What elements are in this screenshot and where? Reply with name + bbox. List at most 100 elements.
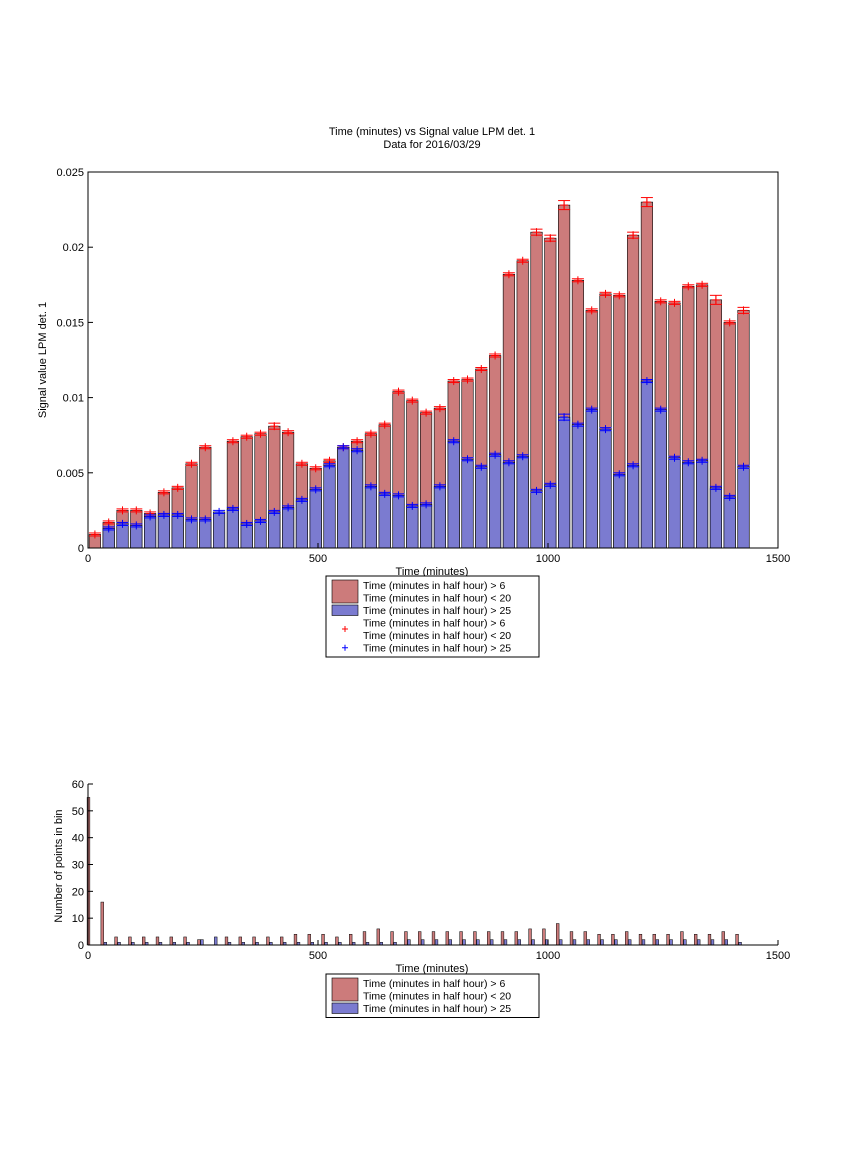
blue-bar xyxy=(571,424,584,549)
legend-label: Time (minutes in half hour) < 20 xyxy=(363,991,511,1003)
red-count-bar xyxy=(321,934,325,946)
red-count-bar xyxy=(542,928,546,946)
blue-bar xyxy=(364,486,377,549)
blue-bar xyxy=(696,460,709,549)
blue-bar xyxy=(392,495,405,549)
blue-count-bar xyxy=(476,939,480,946)
blue-bar xyxy=(337,446,350,549)
red-count-bar xyxy=(625,931,629,946)
red-count-bar xyxy=(197,939,201,946)
blue-bar xyxy=(654,409,667,549)
red-count-bar xyxy=(487,931,491,946)
blue-count-bar xyxy=(517,939,521,946)
chart-subtitle: Data for 2016/03/29 xyxy=(383,139,480,151)
legend-swatch xyxy=(331,579,359,604)
red-count-bar xyxy=(666,934,670,946)
blue-count-bar xyxy=(462,939,466,946)
signal-axis-ticks: 0 500 1000 1500 0 0.005 0.01 0.015 0.02 0.025 xyxy=(56,167,790,565)
y-tick-label: 0 xyxy=(78,543,84,555)
blue-count-bar xyxy=(586,939,590,946)
blue-bar xyxy=(737,466,750,549)
blue-count-bar xyxy=(559,939,563,946)
blue-bar xyxy=(530,490,543,549)
red-count-bar xyxy=(597,934,601,946)
blue-bar xyxy=(502,461,515,549)
red-count-bar xyxy=(307,934,311,946)
legend-label: Time (minutes in half hour) > 25 xyxy=(363,643,511,655)
red-count-bar xyxy=(680,931,684,946)
blue-bar xyxy=(709,487,722,549)
blue-bar xyxy=(282,507,295,549)
blue-count-bar xyxy=(600,939,604,946)
x-tick-label: 1500 xyxy=(766,553,790,565)
red-count-bar xyxy=(155,936,160,946)
red-count-bar xyxy=(556,923,560,946)
red-count-bar xyxy=(224,936,229,946)
red-count-bar xyxy=(707,934,712,946)
blue-bar xyxy=(420,504,433,549)
y-tick-label: 0.02 xyxy=(63,242,84,254)
blue-bar xyxy=(723,496,736,549)
red-count-bar xyxy=(652,934,656,946)
blue-count-bar xyxy=(669,939,673,946)
x-tick-label: 500 xyxy=(309,553,327,565)
red-count-bar xyxy=(431,931,436,946)
blue-bar xyxy=(585,409,598,549)
blue-bar xyxy=(544,484,557,549)
legend-label: Time (minutes in half hour) < 20 xyxy=(363,593,511,605)
blue-count-bar xyxy=(407,939,411,946)
blue-count-bar xyxy=(421,939,425,946)
red-count-bar xyxy=(183,936,187,946)
y-tick-label: 30 xyxy=(72,860,84,872)
red-count-bar xyxy=(514,931,518,946)
legend-box xyxy=(325,973,540,1018)
blue-bar xyxy=(378,493,391,549)
y-tick-label: 40 xyxy=(72,833,84,845)
red-count-bar xyxy=(528,928,532,946)
red-count-bar xyxy=(349,934,353,946)
legend-label: Time (minutes in half hour) > 25 xyxy=(363,1003,511,1015)
blue-bar xyxy=(682,461,695,549)
count-x-axis-label: Time (minutes) xyxy=(396,963,469,975)
count-chart: 0 500 1000 1500 0 10 20 30 40 50 60 Time (minutes)… xyxy=(53,779,790,1018)
y-tick-label: 20 xyxy=(72,886,84,898)
y-tick-label: 60 xyxy=(72,779,84,791)
red-count-bar xyxy=(280,936,284,946)
red-count-bar xyxy=(404,931,408,946)
blue-bar xyxy=(475,466,488,549)
blue-bar xyxy=(433,486,446,549)
blue-bar xyxy=(627,464,640,549)
blue-count-bar xyxy=(683,939,687,946)
blue-bar xyxy=(213,511,226,549)
red-count-bar xyxy=(335,936,339,946)
blue-count-bar xyxy=(697,939,701,946)
x-tick-label: 0 xyxy=(85,950,91,962)
red-count-bar xyxy=(293,934,298,946)
legend-label: Time (minutes in half hour) > 25 xyxy=(363,605,511,617)
red-count-bar xyxy=(128,936,132,946)
blue-count-bar xyxy=(434,939,439,946)
blue-bar xyxy=(351,449,364,549)
red-count-bar xyxy=(459,931,463,946)
red-count-bar xyxy=(735,934,739,946)
red-count-bar xyxy=(694,934,698,946)
blue-bar xyxy=(599,428,612,549)
signal-plot-frame xyxy=(87,171,779,549)
signal-y-axis-label: Signal value LPM det. 1 xyxy=(37,302,49,418)
blue-count-bar xyxy=(614,939,618,946)
y-tick-label: 0 xyxy=(78,940,84,952)
red-count-bar xyxy=(445,931,449,946)
blue-count-bar xyxy=(503,939,508,946)
blue-bar xyxy=(640,380,653,549)
blue-bar xyxy=(185,519,198,549)
blue-bar xyxy=(226,508,239,549)
y-tick-label: 0.015 xyxy=(56,317,84,329)
blue-bar xyxy=(613,474,626,549)
red-count-bar xyxy=(362,931,367,946)
red-count-bar xyxy=(418,931,422,946)
blue-count-bar xyxy=(724,939,728,946)
blue-count-bar xyxy=(214,936,218,946)
